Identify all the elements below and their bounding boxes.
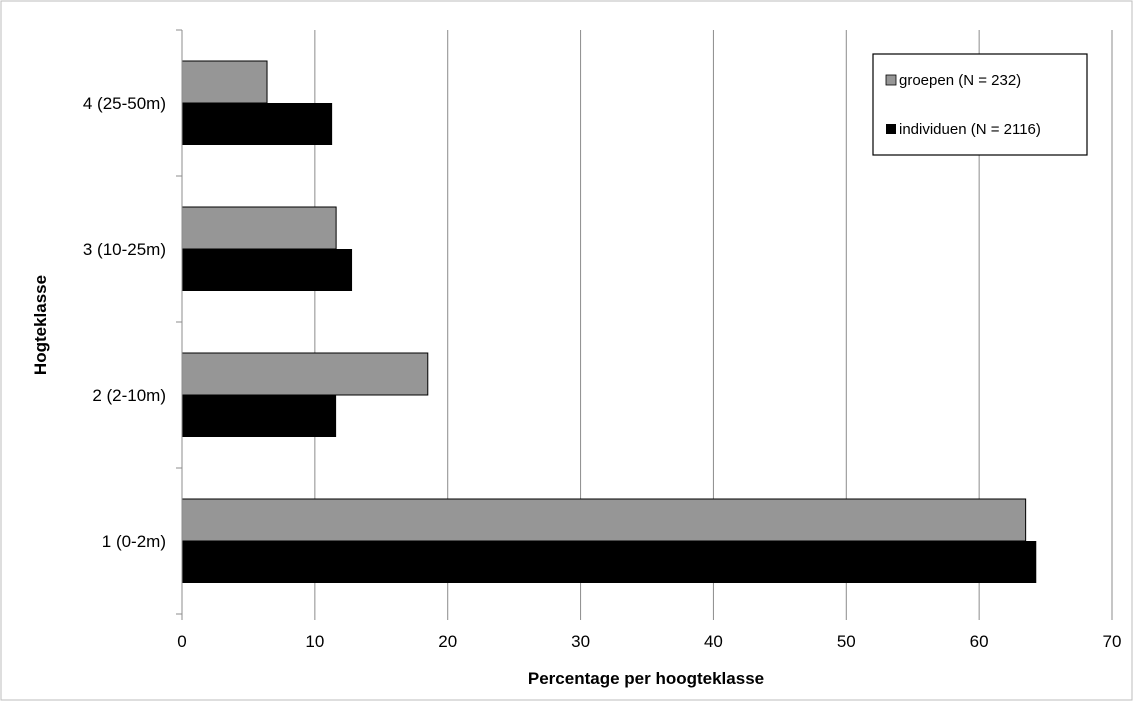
x-tick-label: 40 — [704, 632, 723, 651]
legend-label-groepen: groepen (N = 232) — [899, 72, 1021, 89]
legend-box — [872, 53, 1088, 156]
x-tick-label: 20 — [438, 632, 457, 651]
y-category-label: 4 (25-50m) — [83, 94, 166, 113]
x-tick-label: 60 — [970, 632, 989, 651]
y-category-label: 1 (0-2m) — [102, 532, 166, 551]
bar-groepen — [181, 60, 268, 104]
legend-swatch-groepen — [885, 74, 897, 86]
bar-individuen — [182, 249, 353, 291]
bar-individuen — [182, 103, 333, 145]
bar-groepen — [181, 206, 337, 250]
legend-label-individuen: individuen (N = 2116) — [899, 121, 1041, 138]
bar-individuen — [182, 395, 337, 437]
x-tick-label: 10 — [305, 632, 324, 651]
bar-individuen — [182, 541, 1037, 583]
y-category-label: 3 (10-25m) — [83, 240, 166, 259]
legend-swatch-individuen — [886, 124, 896, 134]
legend: groepen (N = 232) individuen (N = 2116) — [872, 53, 1088, 156]
x-tick-label: 30 — [571, 632, 590, 651]
bar-groepen — [181, 352, 429, 396]
bars — [181, 60, 1037, 583]
x-tick-label: 70 — [1103, 632, 1122, 651]
x-tick-label: 0 — [177, 632, 186, 651]
x-tick-label: 50 — [837, 632, 856, 651]
bar-groepen — [181, 498, 1027, 542]
y-category-label: 2 (2-10m) — [92, 386, 166, 405]
y-axis-title: Hogteklasse — [31, 275, 50, 375]
axes: 0 10 20 30 40 50 60 70 1 (0-2m) 2 (2-10m) 3 (10-25… — [83, 29, 1122, 651]
x-axis-title: Percentage per hoogteklasse — [528, 669, 764, 688]
